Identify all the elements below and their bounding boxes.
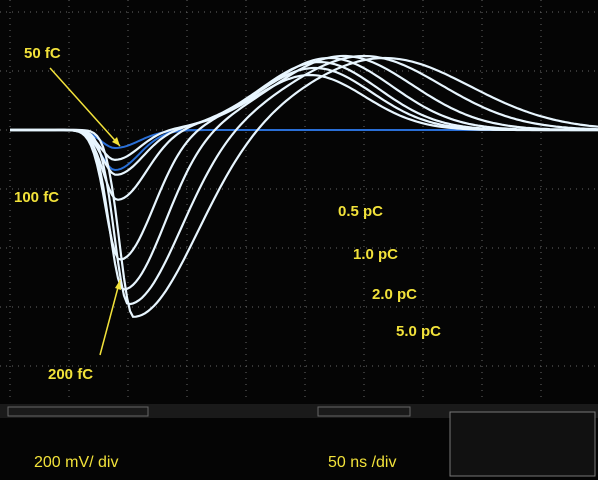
- annotation: 2.0 pC: [372, 286, 417, 303]
- annotation: 0.5 pC: [338, 203, 383, 220]
- waveform: [10, 54, 598, 291]
- annotation: 50 fC: [24, 45, 61, 62]
- annotation: 200 fC: [48, 366, 93, 383]
- arrow: [99, 279, 121, 356]
- annotation: 1.0 pC: [353, 246, 398, 263]
- acquisition-panel: [449, 411, 596, 477]
- status-box: [317, 406, 411, 417]
- vertical-scale: 200 mV/ div: [34, 454, 118, 471]
- arrowhead: [115, 280, 121, 290]
- waveform: [10, 56, 598, 318]
- arrow: [49, 67, 121, 147]
- annotation: 5.0 pC: [396, 323, 441, 340]
- arrowhead: [112, 137, 120, 146]
- annotation: 100 fC: [14, 189, 59, 206]
- grid: [0, 0, 598, 400]
- status-box: [7, 406, 149, 417]
- waveforms: [10, 54, 598, 318]
- waveform: [10, 54, 598, 306]
- horizontal-scale: 50 ns /div: [328, 454, 396, 471]
- status-bar: [0, 404, 598, 418]
